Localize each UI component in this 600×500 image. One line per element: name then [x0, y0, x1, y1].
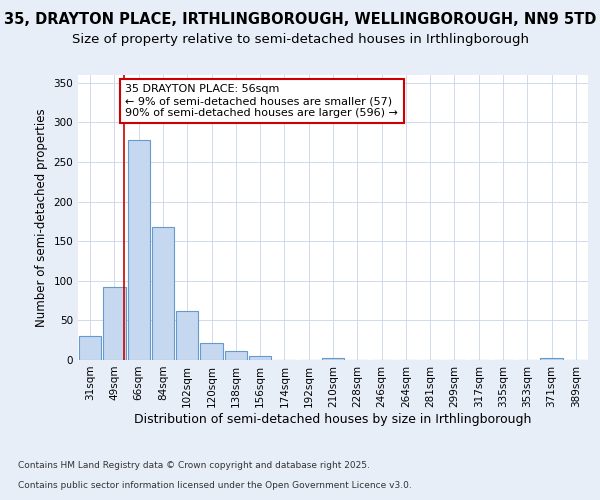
- Text: 35, DRAYTON PLACE, IRTHLINGBOROUGH, WELLINGBOROUGH, NN9 5TD: 35, DRAYTON PLACE, IRTHLINGBOROUGH, WELL…: [4, 12, 596, 28]
- Bar: [322, 358, 344, 360]
- Bar: [200, 344, 223, 360]
- Bar: [103, 287, 125, 360]
- Text: Distribution of semi-detached houses by size in Irthlingborough: Distribution of semi-detached houses by …: [134, 412, 532, 426]
- Text: Contains public sector information licensed under the Open Government Licence v3: Contains public sector information licen…: [18, 481, 412, 490]
- Text: Contains HM Land Registry data © Crown copyright and database right 2025.: Contains HM Land Registry data © Crown c…: [18, 461, 370, 470]
- Bar: [152, 227, 174, 360]
- Text: Size of property relative to semi-detached houses in Irthlingborough: Size of property relative to semi-detach…: [71, 32, 529, 46]
- Bar: [249, 356, 271, 360]
- Bar: [224, 352, 247, 360]
- Bar: [541, 358, 563, 360]
- Text: 35 DRAYTON PLACE: 56sqm
← 9% of semi-detached houses are smaller (57)
90% of sem: 35 DRAYTON PLACE: 56sqm ← 9% of semi-det…: [125, 84, 398, 117]
- Bar: [79, 336, 101, 360]
- Y-axis label: Number of semi-detached properties: Number of semi-detached properties: [35, 108, 48, 327]
- Bar: [176, 311, 199, 360]
- Bar: [128, 140, 150, 360]
